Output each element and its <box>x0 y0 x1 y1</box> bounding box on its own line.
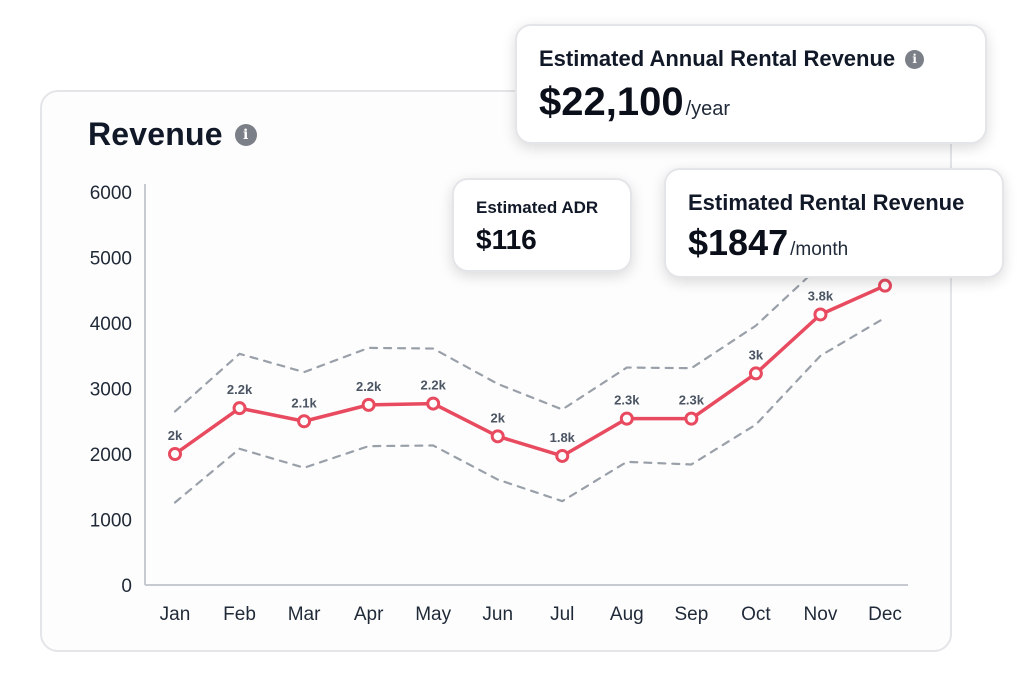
monthly-revenue-unit: /month <box>790 239 849 260</box>
data-point <box>168 447 182 461</box>
x-tick-label: Mar <box>288 604 321 625</box>
y-tick-label: 5000 <box>90 249 132 270</box>
annual-revenue-number: $22,100 <box>539 80 684 124</box>
monthly-revenue-card: Estimated Rental Revenue $1847 /month <box>664 168 1004 278</box>
x-tick-label: Jun <box>482 604 513 625</box>
x-tick-label: Sep <box>674 604 708 625</box>
chart-title: Revenue i <box>88 116 257 153</box>
annual-revenue-value: $22,100 /year <box>539 80 730 125</box>
annual-revenue-unit: /year <box>685 98 731 120</box>
x-tick-label: Aug <box>610 604 644 625</box>
data-point <box>361 397 376 412</box>
x-tick-label: Dec <box>868 604 902 625</box>
y-tick-label: 2000 <box>90 445 132 466</box>
monthly-revenue-label: Estimated Rental Revenue <box>688 190 965 215</box>
data-label: 3k <box>749 347 764 362</box>
y-tick-label: 6000 <box>90 183 132 204</box>
x-tick-label: Feb <box>223 604 256 625</box>
y-tick-label: 4000 <box>90 314 132 335</box>
y-tick-label: 3000 <box>90 380 132 401</box>
adr-value: $116 <box>476 224 537 256</box>
x-tick-label: Apr <box>354 604 384 625</box>
x-tick-label: Jul <box>550 604 574 625</box>
data-point <box>748 366 763 381</box>
monthly-revenue-value: $1847 /month <box>688 222 848 264</box>
series-band-line <box>173 235 887 413</box>
data-label: 2.2k <box>421 378 447 393</box>
data-label: 2.3k <box>614 393 640 408</box>
data-point <box>555 448 570 463</box>
data-label: 2k <box>168 428 183 443</box>
adr-number: $116 <box>476 224 537 255</box>
y-tick-label: 1000 <box>90 511 132 532</box>
info-icon[interactable]: i <box>234 123 257 146</box>
data-point <box>619 411 634 426</box>
data-label: 2.2k <box>227 382 253 397</box>
data-label: 1.8k <box>550 430 576 445</box>
chart-title-text: Revenue <box>88 116 223 152</box>
data-label: 2.1k <box>291 395 317 410</box>
annual-revenue-label: Estimated Annual Rental Revenue i <box>539 46 925 72</box>
data-point <box>490 429 505 444</box>
data-point <box>297 414 312 429</box>
series-revenue-line <box>173 283 887 458</box>
y-tick-label: 0 <box>121 576 132 597</box>
data-point <box>878 278 892 293</box>
series-band-line <box>173 316 887 504</box>
x-tick-label: Oct <box>741 604 771 625</box>
data-point <box>232 401 247 416</box>
annual-revenue-card: Estimated Annual Rental Revenue i $22,10… <box>515 24 987 144</box>
data-point <box>684 411 699 426</box>
x-tick-label: Jan <box>160 604 191 625</box>
monthly-revenue-number: $1847 <box>688 222 789 263</box>
adr-label: Estimated ADR <box>476 198 599 217</box>
data-label: 2.2k <box>356 379 382 394</box>
data-point <box>813 307 828 322</box>
info-icon[interactable]: i <box>905 49 925 69</box>
adr-card: Estimated ADR $116 <box>452 178 632 272</box>
x-tick-label: Nov <box>804 604 838 625</box>
data-label: 3.8k <box>808 288 834 303</box>
data-point <box>426 396 441 411</box>
x-tick-label: May <box>415 604 451 625</box>
annual-revenue-label-text: Estimated Annual Rental Revenue <box>539 46 896 71</box>
data-label: 2k <box>490 410 505 425</box>
data-label: 2.3k <box>679 393 705 408</box>
